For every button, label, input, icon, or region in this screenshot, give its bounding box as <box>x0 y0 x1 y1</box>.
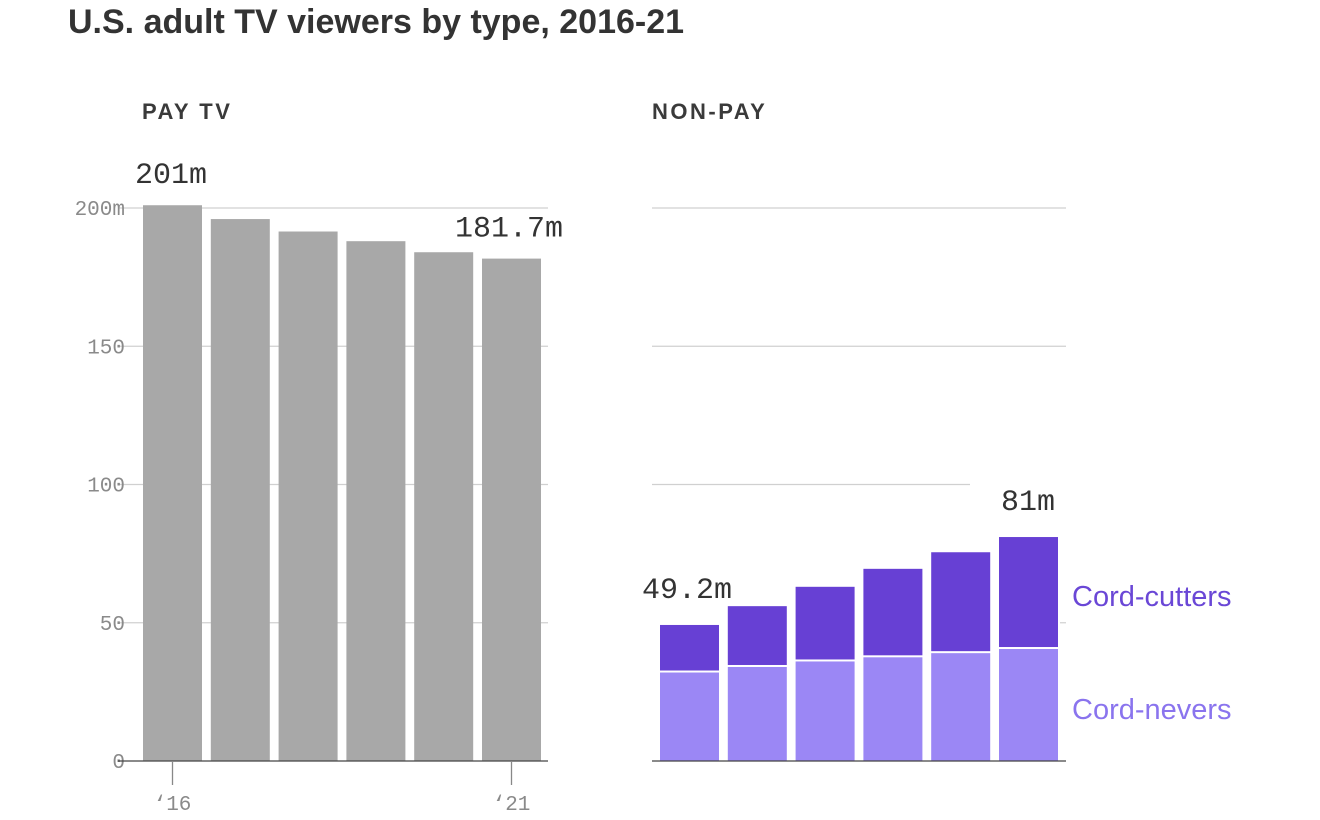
cord-nevers-bar <box>931 653 991 761</box>
pay-tv-y-tick-label: 150 <box>87 337 125 360</box>
cord-nevers-bar <box>999 649 1058 761</box>
cord-nevers-bar <box>863 657 923 761</box>
pay-tv-bar <box>278 231 338 761</box>
pay-tv-y-axis: 0 50 100 150 200m <box>75 199 125 775</box>
pay-tv-panel-title: PAY TV <box>142 99 232 124</box>
cord-nevers-bar <box>795 661 855 761</box>
cord-cutters-bar <box>795 586 855 660</box>
non-pay-gridlines <box>652 207 1066 624</box>
cord-nevers-bar <box>727 666 787 761</box>
non-pay-panel-title: NON-PAY <box>652 99 767 124</box>
non-pay-annotations: 49.2m 81m <box>642 486 1055 608</box>
pay-tv-y-tick-label: 50 <box>100 614 125 637</box>
pay-tv-x-axis: ‘16 ‘21 <box>154 761 531 817</box>
pay-tv-bar <box>346 241 406 761</box>
pay-tv-bar <box>210 219 270 761</box>
pay-tv-value-label: 201m <box>135 159 207 193</box>
non-pay-panel: NON-PAY 49.2m 81m Cord-cutters Cord-never… <box>642 99 1232 762</box>
pay-tv-bar <box>482 258 541 761</box>
cord-cutters-bar <box>931 552 991 652</box>
non-pay-legend: Cord-cutters Cord-nevers <box>1072 581 1232 726</box>
pay-tv-value-label: 181.7m <box>455 213 563 247</box>
pay-tv-y-tick-label: 200m <box>75 199 125 222</box>
pay-tv-bar <box>414 252 474 762</box>
cord-cutters-bar <box>999 537 1058 648</box>
non-pay-bars <box>652 537 1066 762</box>
non-pay-value-label: 49.2m <box>642 574 732 608</box>
pay-tv-y-tick-label: 0 <box>112 752 125 775</box>
legend-cord-cutters: Cord-cutters <box>1072 581 1232 613</box>
chart-title: U.S. adult TV viewers by type, 2016-21 <box>68 3 684 41</box>
pay-tv-y-tick-label: 100 <box>87 476 125 499</box>
pay-tv-x-tick-label: ‘21 <box>493 794 531 817</box>
cord-nevers-bar <box>660 672 719 761</box>
cord-cutters-bar <box>660 624 719 671</box>
pay-tv-annotations: 201m 181.7m <box>135 159 563 246</box>
cord-cutters-bar <box>863 568 923 656</box>
pay-tv-panel: PAY TV 0 50 100 150 200m ‘16 ‘21 201m 181.7m <box>75 99 563 817</box>
non-pay-value-label: 81m <box>1001 486 1055 520</box>
cord-cutters-bar <box>727 606 787 665</box>
legend-cord-nevers: Cord-nevers <box>1072 694 1232 726</box>
pay-tv-x-tick-label: ‘16 <box>154 794 192 817</box>
pay-tv-bar <box>143 205 202 762</box>
pay-tv-bars <box>118 205 548 762</box>
